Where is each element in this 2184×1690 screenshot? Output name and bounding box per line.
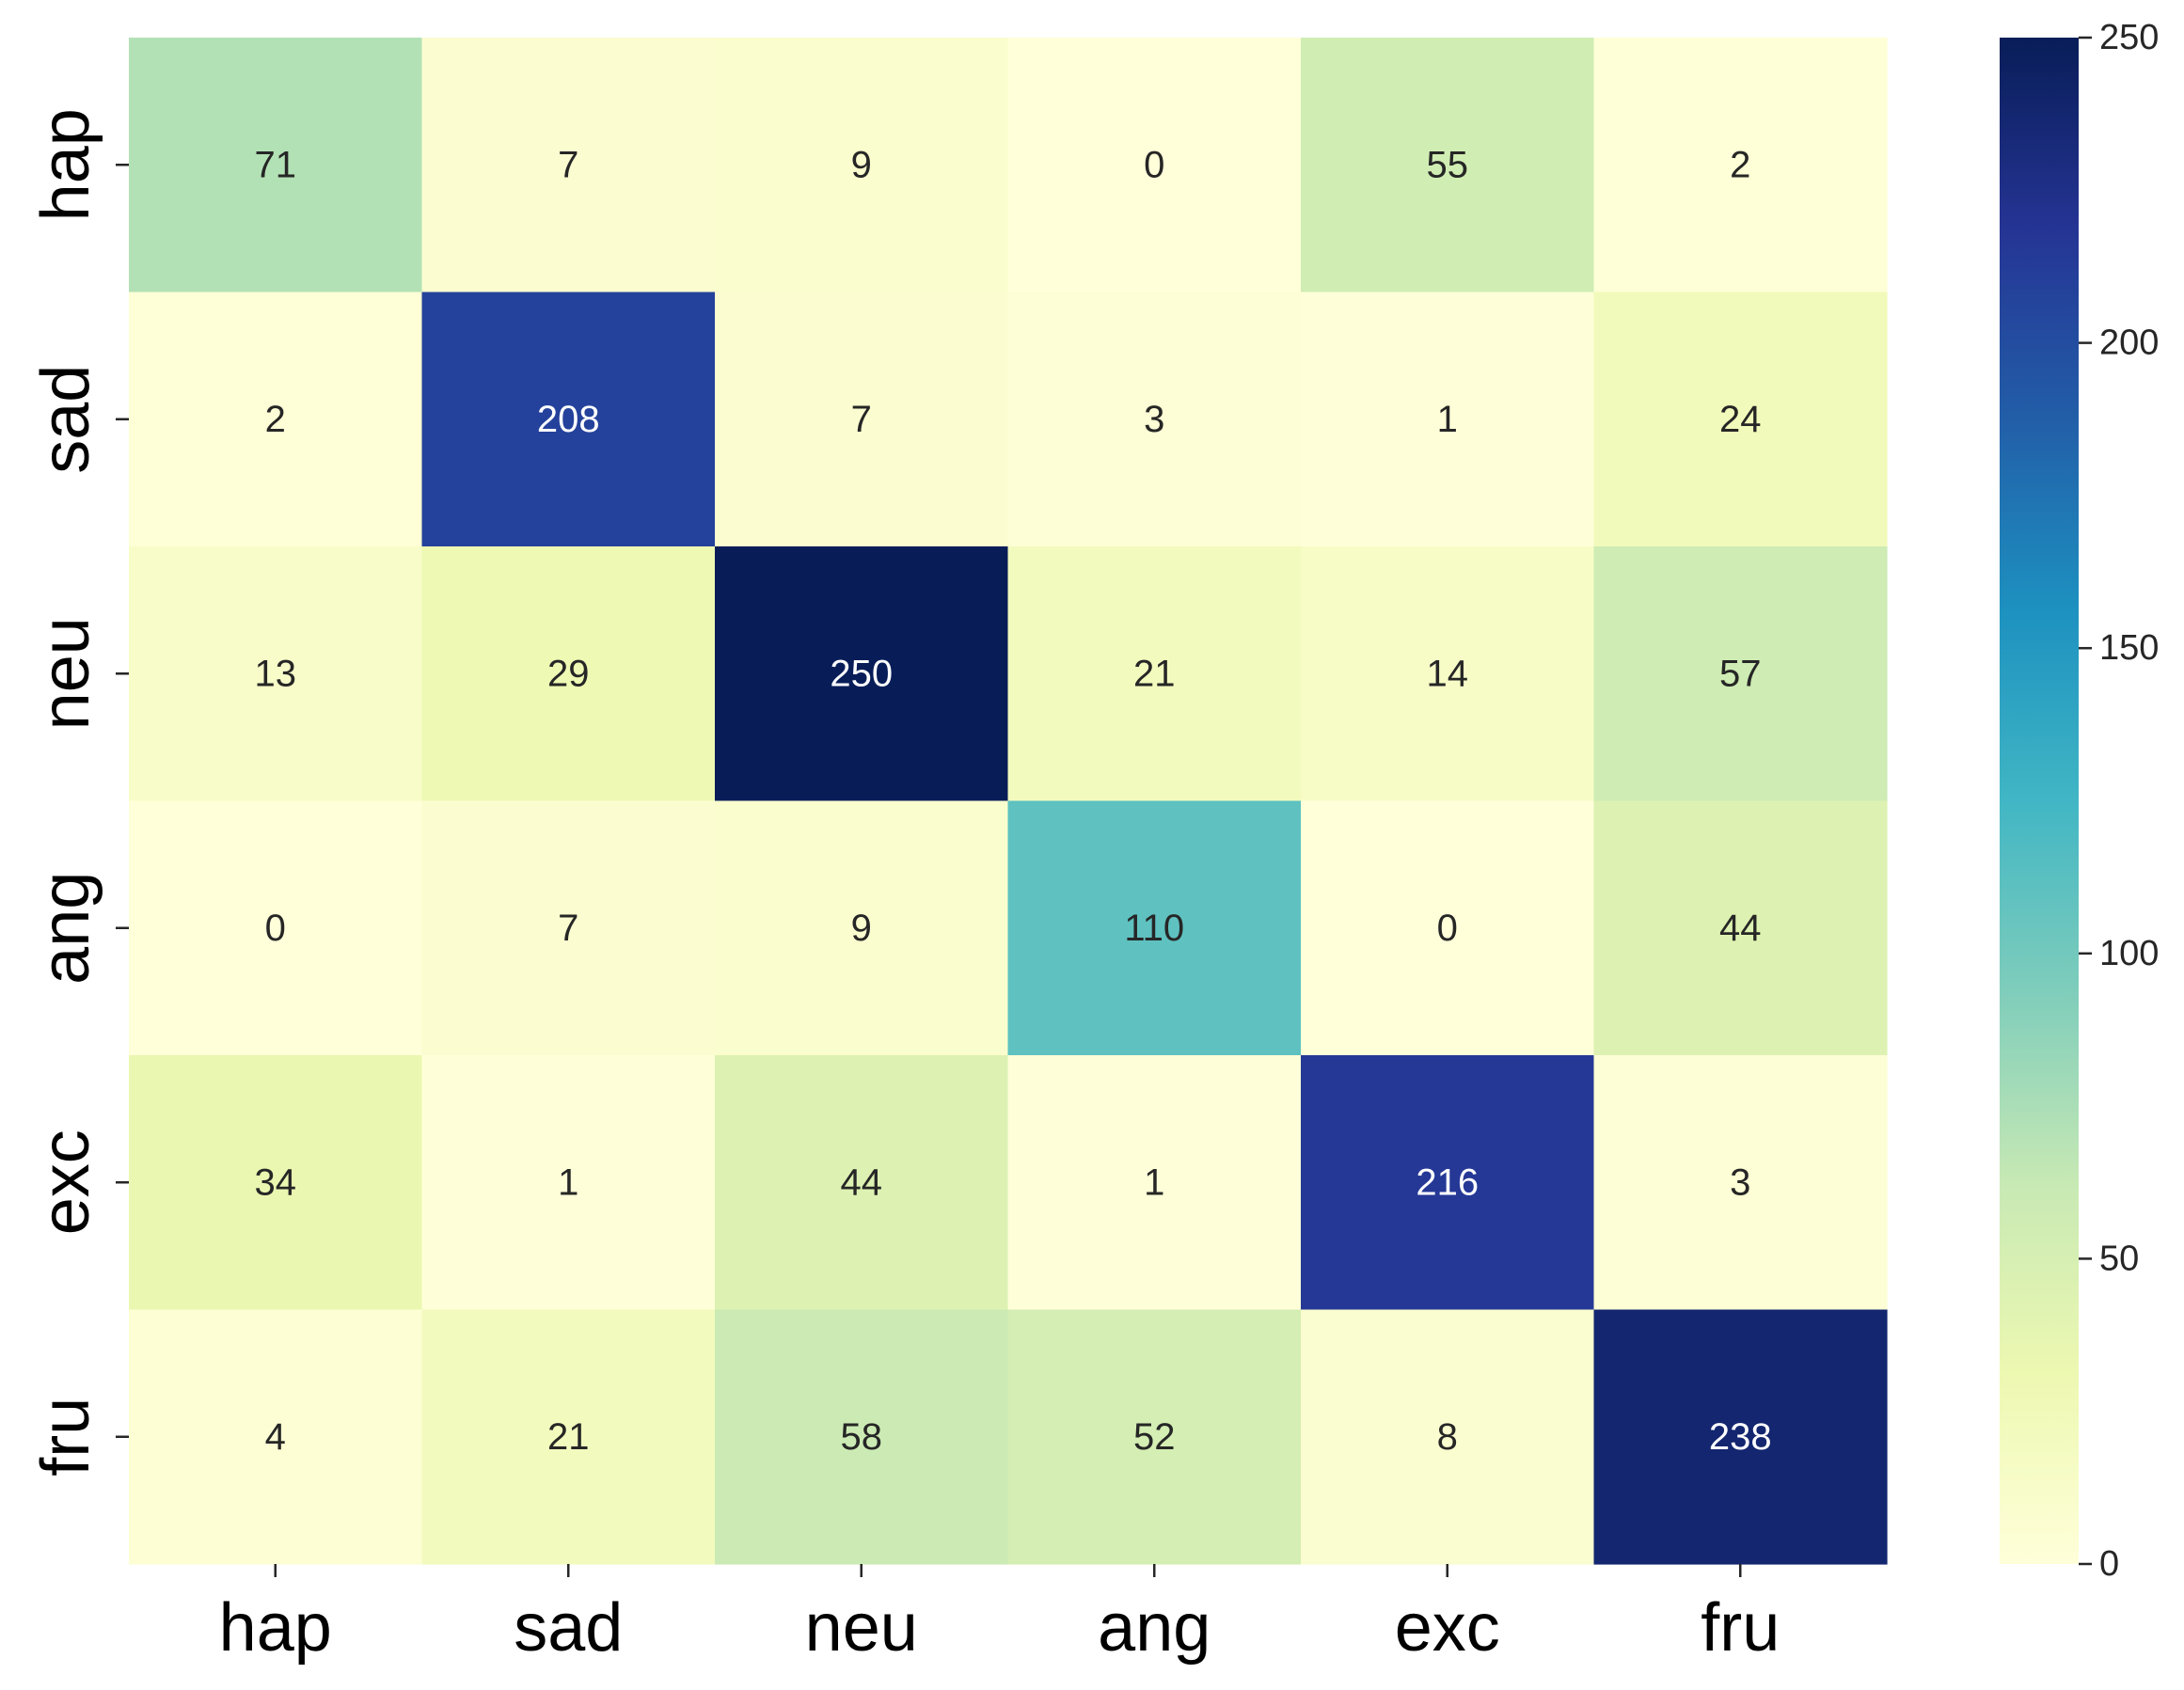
cell-value-exc-hap: 34 — [255, 1161, 297, 1203]
x-tick-label-ang: ang — [1098, 1590, 1211, 1666]
x-tick-label-sad: sad — [514, 1590, 623, 1666]
heatmap-cell-hap-ang — [1007, 38, 1302, 293]
cell-value-neu-hap: 13 — [255, 653, 297, 694]
cell-value-fru-neu: 58 — [841, 1416, 883, 1458]
cell-value-neu-sad: 29 — [547, 653, 590, 694]
cell-value-hap-exc: 55 — [1427, 144, 1469, 185]
heatmap-cell-neu-exc — [1301, 546, 1595, 802]
cell-value-ang-exc: 0 — [1437, 908, 1458, 949]
heatmap-cell-exc-exc — [1301, 1055, 1595, 1311]
cell-value-fru-sad: 21 — [547, 1416, 590, 1458]
cell-value-exc-neu: 44 — [841, 1161, 883, 1203]
x-tick-label-neu: neu — [805, 1590, 918, 1666]
heatmap-cell-sad-neu — [715, 292, 1009, 547]
heatmap-cell-exc-ang — [1007, 1055, 1302, 1311]
x-tick-label-fru: fru — [1701, 1590, 1780, 1666]
heatmap-cell-ang-fru — [1593, 800, 1888, 1056]
heatmap-cell-fru-fru — [1593, 1309, 1888, 1565]
cell-value-ang-fru: 44 — [1719, 908, 1762, 949]
heatmap-cell-exc-neu — [715, 1055, 1009, 1311]
cell-value-exc-ang: 1 — [1144, 1161, 1164, 1203]
cell-value-fru-hap: 4 — [265, 1416, 286, 1458]
heatmap-cell-ang-exc — [1301, 800, 1595, 1056]
heatmap-cell-fru-ang — [1007, 1309, 1302, 1565]
heatmap-cell-hap-exc — [1301, 38, 1595, 293]
cell-value-ang-sad: 7 — [558, 908, 578, 949]
cell-value-hap-fru: 2 — [1730, 144, 1750, 185]
heatmap-cell-sad-exc — [1301, 292, 1595, 547]
cell-value-sad-exc: 1 — [1437, 399, 1458, 440]
heatmap-cell-ang-hap — [129, 800, 423, 1056]
cell-value-neu-exc: 14 — [1427, 653, 1469, 694]
heatmap-cell-fru-sad — [421, 1309, 716, 1565]
heatmap-cell-ang-sad — [421, 800, 716, 1056]
y-tick-label-exc: exc — [28, 1129, 103, 1235]
x-tick-label-hap: hap — [219, 1590, 332, 1666]
cell-value-sad-neu: 7 — [851, 399, 872, 440]
y-tick-label-hap: hap — [28, 108, 103, 221]
heatmap-cell-fru-hap — [129, 1309, 423, 1565]
colorbar-tick-label-150: 150 — [2099, 628, 2159, 668]
cell-value-ang-ang: 110 — [1124, 908, 1184, 949]
cell-value-hap-ang: 0 — [1144, 144, 1164, 185]
heatmap-cell-sad-sad — [421, 292, 716, 547]
cell-value-hap-neu: 9 — [851, 144, 872, 185]
y-tick-label-fru: fru — [28, 1398, 103, 1477]
cell-value-fru-exc: 8 — [1437, 1416, 1458, 1458]
y-tick-label-sad: sad — [28, 365, 103, 474]
y-axis: hap sad neu ang exc fru — [28, 108, 129, 1477]
cell-value-exc-sad: 1 — [558, 1161, 578, 1203]
heatmap-cells — [129, 38, 1888, 1565]
heatmap-cell-exc-hap — [129, 1055, 423, 1311]
colorbar-tick-label-0: 0 — [2099, 1544, 2119, 1584]
cell-value-ang-neu: 9 — [851, 908, 872, 949]
x-tick-label-exc: exc — [1395, 1590, 1500, 1666]
cell-value-exc-fru: 3 — [1730, 1161, 1750, 1203]
colorbar-tick-label-250: 250 — [2099, 18, 2159, 57]
colorbar-tick-label-50: 50 — [2099, 1239, 2139, 1278]
cell-value-fru-ang: 52 — [1133, 1416, 1176, 1458]
y-tick-label-ang: ang — [28, 872, 103, 985]
heatmap-cell-fru-neu — [715, 1309, 1009, 1565]
colorbar-tick-label-200: 200 — [2099, 324, 2159, 363]
heatmap-cell-neu-neu — [715, 546, 1009, 802]
heatmap-cell-ang-ang — [1007, 800, 1302, 1056]
heatmap-cell-hap-fru — [1593, 38, 1888, 293]
heatmap-cell-ang-neu — [715, 800, 1009, 1056]
y-tick-label-neu: neu — [28, 617, 103, 730]
cell-value-sad-hap: 2 — [265, 399, 286, 440]
colorbar: 0 50 100 150 200 250 — [2000, 18, 2159, 1584]
cell-value-ang-hap: 0 — [265, 908, 286, 949]
cell-value-hap-sad: 7 — [558, 144, 578, 185]
cell-value-neu-ang: 21 — [1133, 653, 1176, 694]
colorbar-tick-label-100: 100 — [2099, 934, 2159, 973]
heatmap-cell-sad-hap — [129, 292, 423, 547]
heatmap-cell-neu-ang — [1007, 546, 1302, 802]
heatmap-cell-hap-neu — [715, 38, 1009, 293]
heatmap-cell-exc-sad — [421, 1055, 716, 1311]
cell-value-neu-neu: 250 — [830, 653, 893, 694]
cell-value-fru-fru: 238 — [1709, 1416, 1772, 1458]
heatmap-cell-neu-fru — [1593, 546, 1888, 802]
cell-value-sad-ang: 3 — [1144, 399, 1164, 440]
heatmap-cell-neu-sad — [421, 546, 716, 802]
heatmap-cell-sad-fru — [1593, 292, 1888, 547]
cell-value-hap-hap: 71 — [255, 144, 297, 185]
heatmap-cell-sad-ang — [1007, 292, 1302, 547]
heatmap-cell-fru-exc — [1301, 1309, 1595, 1565]
heatmap-cell-exc-fru — [1593, 1055, 1888, 1311]
x-axis: hap sad neu ang exc fru — [219, 1564, 1780, 1666]
cell-value-neu-fru: 57 — [1719, 653, 1762, 694]
heatmap-cell-hap-hap — [129, 38, 423, 293]
cell-value-exc-exc: 216 — [1416, 1161, 1479, 1203]
cell-value-sad-sad: 208 — [537, 399, 600, 440]
heatmap-cell-hap-sad — [421, 38, 716, 293]
heatmap-cell-neu-hap — [129, 546, 423, 802]
colorbar-gradient — [2000, 38, 2079, 1564]
cell-value-sad-fru: 24 — [1719, 399, 1762, 440]
